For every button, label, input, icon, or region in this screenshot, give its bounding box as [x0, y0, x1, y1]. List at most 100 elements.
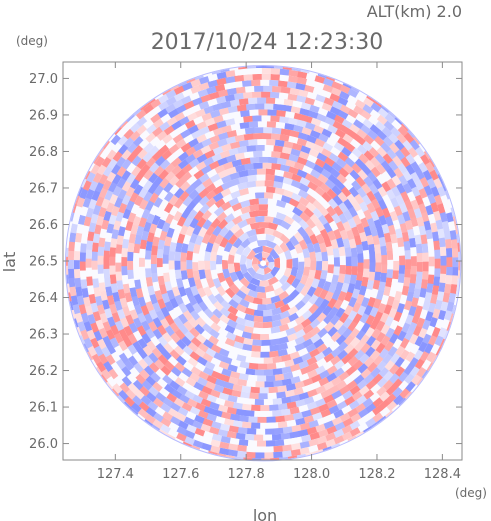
heatmap-cell — [297, 429, 309, 438]
heatmap-cell — [315, 251, 323, 262]
heatmap-cell — [340, 125, 352, 136]
heatmap-cell — [188, 158, 201, 169]
heatmap-cell — [167, 407, 179, 418]
heatmap-cell — [132, 329, 143, 342]
heatmap-cell — [450, 284, 458, 295]
heatmap-cell — [330, 376, 342, 387]
heatmap-cell — [194, 402, 206, 412]
heatmap-cell — [367, 129, 379, 141]
heatmap-cell — [347, 94, 359, 105]
heatmap-cell — [164, 325, 175, 337]
heatmap-cell — [104, 189, 114, 201]
heatmap-cell — [343, 343, 355, 355]
heatmap-cell — [231, 159, 243, 168]
heatmap-cell — [430, 222, 438, 234]
heatmap-cell — [218, 107, 230, 116]
heatmap-cell — [253, 162, 263, 169]
heatmap-cell — [154, 391, 166, 403]
heatmap-cell — [205, 347, 217, 358]
heatmap-cell — [410, 256, 417, 266]
heatmap-cell — [275, 361, 286, 369]
heatmap-cell — [193, 141, 205, 152]
heatmap-cell — [126, 372, 138, 384]
heatmap-cell — [93, 286, 101, 297]
heatmap-cell — [345, 114, 357, 125]
heatmap-cell — [410, 216, 419, 228]
heatmap-cell — [109, 246, 117, 257]
heatmap-cell — [132, 144, 144, 156]
heatmap-cell — [211, 242, 220, 253]
heatmap-cell — [378, 366, 390, 379]
heatmap-cell — [378, 215, 388, 226]
heatmap-cell — [273, 66, 285, 69]
heatmap-cell — [297, 404, 309, 413]
heatmap-cell — [250, 333, 261, 341]
heatmap-cell — [388, 333, 399, 345]
heatmap-cell — [164, 213, 175, 225]
heatmap-cell — [294, 329, 306, 339]
heatmap-cell — [288, 431, 300, 439]
heatmap-cell — [149, 135, 161, 147]
heatmap-cell — [169, 241, 177, 252]
heatmap-cell — [231, 202, 243, 212]
heatmap-cell — [132, 379, 144, 391]
heatmap-cell — [198, 100, 210, 110]
heatmap-cell — [410, 246, 417, 257]
heatmap-cell — [338, 212, 349, 225]
heatmap-cell — [106, 375, 117, 387]
heatmap-cell — [368, 271, 376, 282]
heatmap-cell — [336, 400, 348, 411]
heatmap-cell — [98, 352, 109, 365]
heatmap-cell — [227, 449, 238, 457]
heatmap-cell — [315, 233, 325, 245]
heatmap-cell — [258, 280, 270, 287]
heatmap-cell — [237, 426, 248, 435]
heatmap-cell — [132, 135, 144, 147]
heatmap-cell — [240, 385, 252, 393]
heatmap-cell — [329, 220, 339, 232]
heatmap-cell — [436, 291, 445, 302]
heatmap-cell — [197, 390, 209, 400]
heatmap-cell — [175, 338, 187, 350]
heatmap-cell — [339, 84, 351, 95]
heatmap-cell — [212, 277, 222, 289]
heatmap-cell — [133, 303, 143, 315]
heatmap-cell — [199, 125, 211, 136]
heatmap-cell — [305, 201, 317, 213]
heatmap-cell — [184, 302, 195, 314]
heatmap-cell — [176, 215, 187, 227]
heatmap-cell — [318, 288, 329, 300]
heatmap-cell — [369, 124, 381, 135]
heatmap-cell — [249, 386, 260, 394]
heatmap-cell — [182, 309, 193, 322]
heatmap-cell — [140, 394, 152, 406]
heatmap-cell — [167, 421, 180, 432]
heatmap-cell — [205, 241, 214, 253]
heatmap-cell — [235, 289, 247, 300]
heatmap-cell — [191, 420, 203, 430]
heatmap-cell — [288, 75, 299, 84]
heatmap-cell — [140, 283, 149, 295]
heatmap-cell — [199, 241, 208, 253]
heatmap-cell — [289, 87, 301, 96]
heatmap-cell — [399, 202, 409, 214]
heatmap-cell — [304, 277, 314, 289]
heatmap-cell — [195, 108, 207, 118]
heatmap-cell — [242, 91, 254, 99]
heatmap-cell — [274, 175, 285, 183]
heatmap-cell — [107, 181, 118, 193]
heatmap-cell — [88, 293, 97, 304]
heatmap-cell — [224, 219, 236, 231]
heatmap-cell — [251, 255, 259, 265]
heatmap-cell — [361, 240, 369, 252]
heatmap-cell — [159, 230, 168, 241]
heatmap-cell — [123, 324, 133, 337]
heatmap-cell — [270, 133, 281, 141]
heatmap-cell — [207, 233, 218, 245]
heatmap-cell — [338, 385, 350, 396]
heatmap-cell — [307, 110, 319, 120]
x-tick-label: 127.4 — [97, 467, 134, 482]
heatmap-cell — [287, 117, 299, 126]
heatmap-cell — [142, 151, 154, 163]
heatmap-cell — [125, 220, 134, 232]
